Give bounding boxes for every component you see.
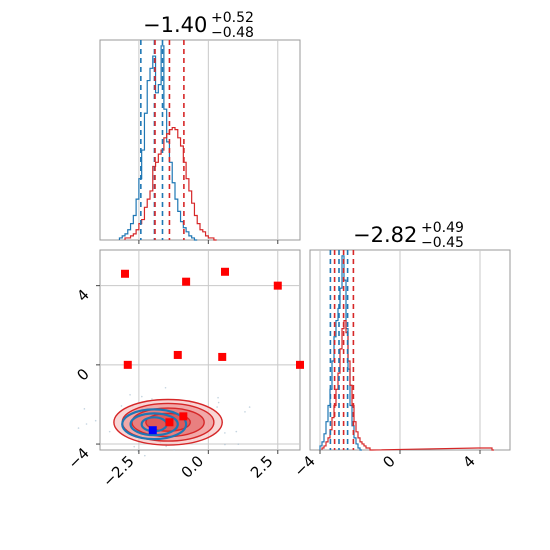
bottom-left-sample-point (217, 401, 220, 404)
histograms-bottom-right (319, 255, 494, 451)
bottom-right-hist-series-1 (321, 319, 494, 451)
ticks-top-left (138, 240, 279, 244)
markers-bottom-left (121, 267, 304, 435)
grid-bottom-right (319, 250, 481, 450)
bottom-left-sample-point (173, 448, 175, 451)
axes-frame-bottom-left (99, 249, 301, 451)
bottom-left-sample-point (77, 427, 80, 429)
quantile-lines-bottom-right (329, 250, 355, 450)
red-marker (121, 269, 129, 278)
bottom-right-ticklabel-x: 4 (459, 452, 478, 471)
bottom-left-sample-point (244, 411, 246, 413)
bottom-left-ticklabel-y: −4 (64, 444, 92, 472)
title-sub-top-left: −0.48 (211, 25, 254, 41)
top-left-hist-series-0 (118, 45, 198, 241)
red-marker (173, 350, 182, 359)
red-marker (182, 277, 191, 286)
bottom-left-sample-point (165, 445, 167, 448)
axes-frame-top-left (99, 39, 301, 241)
bottom-left-sample-point (141, 395, 143, 398)
blue-contour-level (129, 412, 179, 437)
bottom-left-sample-point (235, 430, 238, 433)
red-marker (179, 412, 188, 421)
bottom-left-sample-point (120, 405, 123, 407)
axes-frame-bottom-right (309, 249, 511, 451)
bottom-left-sample-point (108, 430, 111, 433)
red-marker (165, 418, 174, 427)
bottom-left-ticklabel-x: 2.5 (247, 452, 277, 482)
bottom-right-hist-series-0 (319, 255, 362, 451)
red-marker (123, 360, 132, 369)
grid-top-left (138, 40, 279, 240)
bottom-left-ticklabel-y: 0 (73, 365, 92, 384)
bottom-left-sample-point (151, 398, 153, 400)
bottom-right-ticklabel-x: −4 (290, 452, 318, 480)
bottom-left-sample-point (94, 419, 97, 422)
bottom-left-sample-point (144, 454, 146, 457)
bottom-left-sample-point (129, 393, 131, 396)
bottom-left-sample-point (224, 432, 226, 434)
ticks-bottom-left: −2.5 0.0 2.5 −4 0 4 (64, 285, 279, 491)
bottom-left-sample-point (237, 443, 240, 445)
red-marker (273, 281, 282, 290)
contours-bottom-left (77, 386, 251, 457)
bottom-left-sample-point (85, 423, 88, 425)
blue-marker (148, 426, 157, 435)
title-sup-bottom-right: +0.49 (421, 220, 464, 236)
title-main-bottom-right: −2.82 (353, 223, 417, 247)
bottom-left-sample-point (83, 408, 86, 410)
bottom-left-ticklabel-x: 0.0 (178, 452, 208, 482)
bottom-left-sample-point (248, 406, 251, 408)
title-main-top-left: −1.40 (143, 13, 207, 37)
title-sub-bottom-right: −0.45 (421, 235, 464, 251)
bottom-left-ticklabel-x: −2.5 (99, 452, 137, 490)
red-marker (221, 267, 229, 276)
ticks-bottom-right: −4 0 4 (290, 450, 481, 480)
red-marker (218, 352, 227, 361)
bottom-left-sample-point (224, 443, 226, 446)
histograms-top-left (118, 45, 217, 241)
blue-contour-level (121, 408, 188, 441)
title-sup-top-left: +0.52 (211, 10, 254, 26)
red-marker (296, 360, 304, 369)
bottom-right-ticklabel-x: 0 (379, 452, 398, 471)
panel-bottom-right: −4 0 4 −2.82 +0.49 −0.45 (290, 220, 511, 480)
panel-bottom-left: −2.5 0.0 2.5 −4 0 4 (64, 249, 304, 491)
bottom-left-sample-point (164, 386, 167, 389)
quantile-lines-top-left (140, 40, 185, 240)
bottom-left-ticklabel-y: 4 (73, 286, 92, 305)
panel-top-left: −1.40 +0.52 −0.48 (99, 10, 301, 244)
bottom-left-sample-point (216, 406, 218, 408)
bottom-left-sample-point (217, 396, 219, 399)
bottom-left-sample-point (133, 445, 136, 448)
